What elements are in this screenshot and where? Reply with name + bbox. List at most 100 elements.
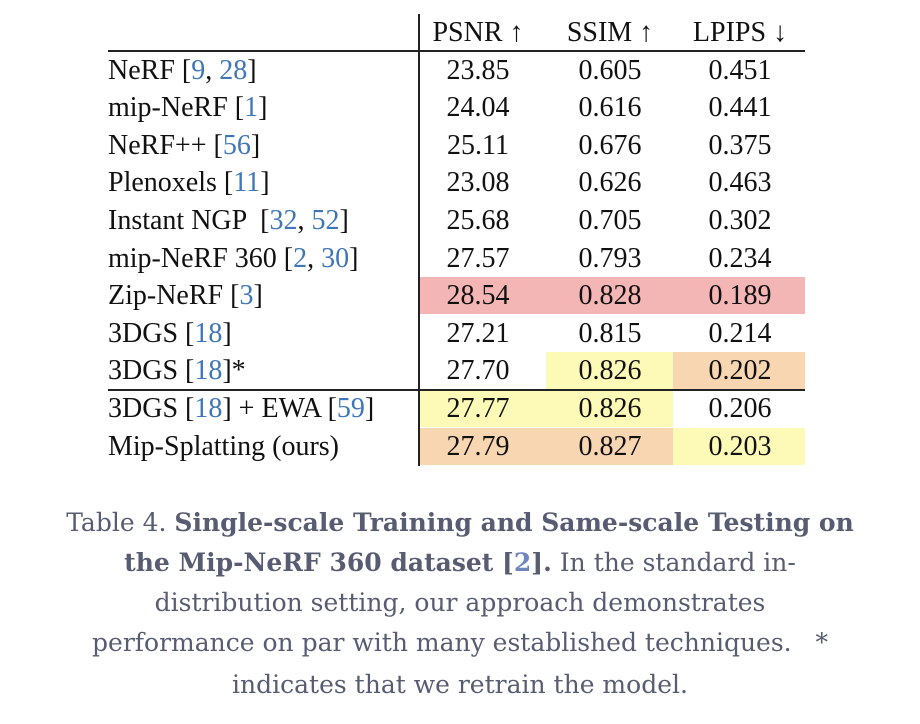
metric-value: 0.616 <box>578 92 642 124</box>
caption-line: indicates that we retrain the model. <box>0 665 920 705</box>
metric-value: 28.54 <box>446 280 510 312</box>
caption-line: the Mip-NeRF 360 dataset [2]. In the sta… <box>0 543 920 583</box>
metric-value: 0.815 <box>578 317 642 349</box>
metric-value: 0.676 <box>578 129 642 161</box>
metric-value: 25.11 <box>447 129 509 161</box>
column-header: SSIM ↑ <box>566 16 654 48</box>
citation: 3 <box>239 280 254 312</box>
metric-value: 0.206 <box>708 392 772 424</box>
method-name: mip-NeRF [1] <box>108 89 267 126</box>
method-text: Zip-NeRF [ <box>108 280 240 312</box>
method-name: 3DGS [18] + EWA [59] <box>108 390 374 427</box>
method-text: ] <box>253 280 263 312</box>
method-text: ] + EWA [ <box>222 392 337 424</box>
method-name: 3DGS [18]* <box>108 352 246 389</box>
caption-text: Single-scale Training and Same-scale Tes… <box>174 508 854 537</box>
method-text: 3DGS [ <box>108 317 195 349</box>
metric-value: 23.85 <box>446 54 510 86</box>
metric-value: 0.827 <box>578 430 642 462</box>
cell-highlight <box>673 352 805 390</box>
cell-highlight <box>546 389 673 427</box>
caption-text: ]. <box>531 548 552 577</box>
citation: 2 <box>513 548 532 577</box>
caption-line: distribution setting, our approach demon… <box>0 583 920 623</box>
method-text: ] <box>222 317 232 349</box>
column-header: PSNR ↑ <box>432 16 524 48</box>
method-name: Mip-Splatting (ours) <box>108 428 339 465</box>
method-text: ] <box>339 204 349 236</box>
method-name: mip-NeRF 360 [2, 30] <box>108 240 358 277</box>
method-text: ] <box>250 129 261 161</box>
metric-value: 24.04 <box>446 92 510 124</box>
metric-value: 25.68 <box>446 204 510 236</box>
method-name: Zip-NeRF [3] <box>108 277 263 314</box>
citation: 9 <box>191 54 206 86</box>
cell-highlight <box>546 352 673 390</box>
citation: 30 <box>321 242 350 274</box>
metric-value: 0.626 <box>578 167 642 199</box>
metric-value: 0.826 <box>578 355 642 387</box>
caption-line: performance on par with many established… <box>0 623 920 663</box>
metric-value: 0.451 <box>708 54 772 86</box>
header-rule <box>108 50 805 52</box>
caption-text: indicates that we retrain the model. <box>232 670 688 699</box>
metric-value: 0.826 <box>578 392 642 424</box>
group-rule <box>108 389 805 391</box>
metric-value: 27.79 <box>446 430 510 462</box>
method-text: , <box>297 204 312 236</box>
method-text: , <box>205 54 220 86</box>
caption-line: Table 4. Single-scale Training and Same-… <box>0 503 920 543</box>
method-text: ] <box>258 92 268 124</box>
method-text: mip-NeRF [ <box>108 92 245 124</box>
metric-value: 0.441 <box>708 92 772 124</box>
method-text: 3DGS [ <box>108 355 195 387</box>
metric-value: 0.605 <box>578 54 642 86</box>
citation: 18 <box>194 392 223 424</box>
metric-value: 27.57 <box>446 242 510 274</box>
metric-value: 0.302 <box>708 204 772 236</box>
citation: 28 <box>219 54 248 86</box>
method-name: Plenoxels [11] <box>108 164 270 201</box>
method-name: NeRF [9, 28] <box>108 52 257 89</box>
method-text: , <box>307 242 322 274</box>
metric-value: 0.203 <box>708 430 772 462</box>
metric-value: 0.793 <box>578 242 642 274</box>
method-text: mip-NeRF 360 [ <box>108 242 294 274</box>
metric-value: 0.828 <box>578 280 642 312</box>
citation: 1 <box>244 92 259 124</box>
method-name: 3DGS [18] <box>108 315 232 352</box>
method-name: Instant NGP [32, 52] <box>108 202 349 239</box>
citation: 59 <box>336 392 365 424</box>
metric-value: 0.214 <box>708 317 772 349</box>
citation: 18 <box>194 355 223 387</box>
metric-value: 23.08 <box>446 167 510 199</box>
column-header: LPIPS ↓ <box>692 16 788 48</box>
caption-text: * <box>815 628 828 657</box>
cell-highlight <box>420 277 546 315</box>
metric-value: 27.77 <box>446 392 510 424</box>
citation: 52 <box>311 204 340 236</box>
caption-text: distribution setting, our approach demon… <box>154 588 766 617</box>
metric-value: 0.234 <box>708 242 772 274</box>
method-text: ] <box>364 392 375 424</box>
cell-highlight <box>546 277 673 315</box>
method-name: NeRF++ [56] <box>108 127 260 164</box>
caption-text: In the standard in- <box>551 548 796 577</box>
method-text: ]* <box>222 355 246 387</box>
method-text: ] <box>349 242 359 274</box>
citation: 2 <box>293 242 308 274</box>
metric-value: 0.463 <box>708 167 772 199</box>
cell-highlight <box>420 427 546 465</box>
method-text: ] <box>247 54 257 86</box>
metric-value: 27.70 <box>446 355 510 387</box>
citation: 56 <box>222 129 251 161</box>
caption-text: performance on par with many established… <box>92 628 816 657</box>
cell-highlight <box>673 277 805 315</box>
caption-text: Table 4. <box>66 508 175 537</box>
method-text: NeRF++ [ <box>108 129 223 161</box>
cell-highlight <box>673 427 805 465</box>
cell-highlight <box>420 389 546 427</box>
method-text: Instant NGP [ <box>108 204 270 236</box>
caption-text: the Mip-NeRF 360 dataset [ <box>124 548 514 577</box>
